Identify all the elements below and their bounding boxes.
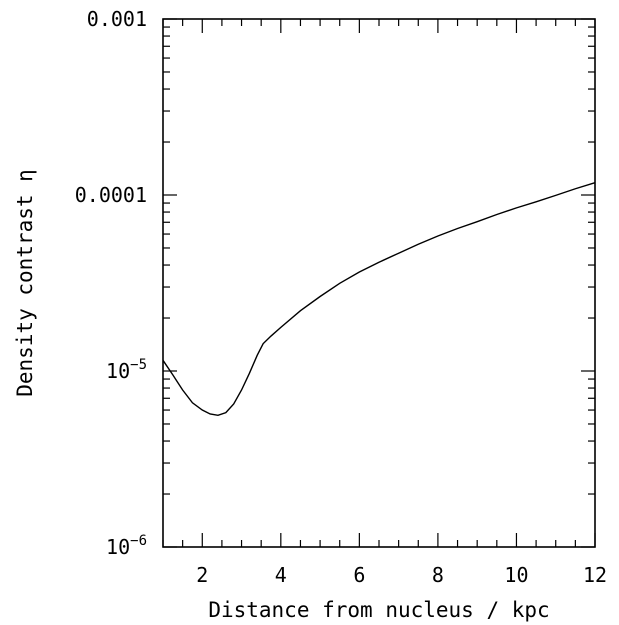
y-tick-label: 10−6: [106, 533, 147, 559]
y-tick-labels: 0.001 0.0001 10−5 10−6: [75, 7, 147, 559]
x-tick-label: 2: [196, 563, 208, 587]
x-tick-labels: 2 4 6 8 10 12: [196, 563, 607, 587]
x-tick-label: 6: [353, 563, 365, 587]
x-tick-label: 12: [583, 563, 607, 587]
x-tick-label: 4: [275, 563, 287, 587]
y-tick-label: 10−5: [106, 357, 147, 383]
plot-frame: [162, 18, 596, 548]
y-tick-label: 0.001: [87, 7, 147, 31]
y-tick-label: 0.0001: [75, 183, 147, 207]
axis-ticks: [162, 18, 596, 548]
x-axis-title: Distance from nucleus / kpc: [208, 598, 549, 622]
x-tick-label: 10: [504, 563, 528, 587]
y-axis-title: Density contrast η: [13, 169, 37, 397]
series-line: [162, 182, 596, 417]
x-tick-label: 8: [432, 563, 444, 587]
